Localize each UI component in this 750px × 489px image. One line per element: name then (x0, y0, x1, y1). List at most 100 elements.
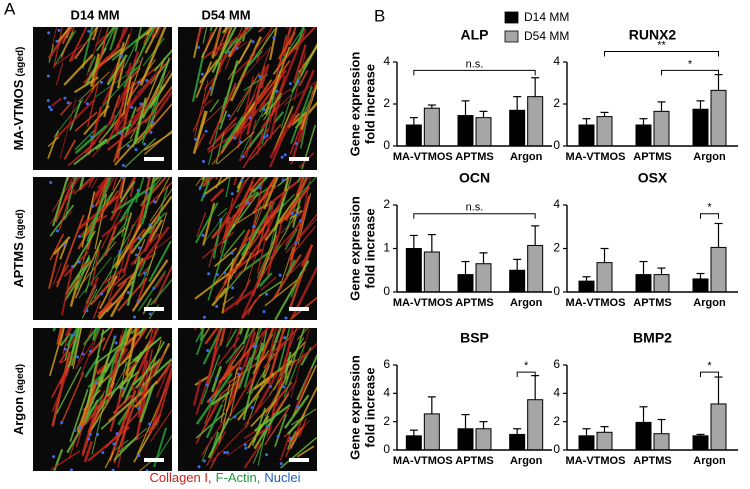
fiber (143, 211, 162, 253)
row-qualifier: (aged) (15, 47, 26, 77)
fiber (119, 27, 125, 42)
nucleus (137, 246, 141, 250)
panel-label: A (4, 0, 16, 18)
nucleus (252, 225, 256, 229)
fiber (139, 27, 167, 86)
fiber (60, 27, 75, 59)
fiber (290, 86, 313, 144)
fiber (261, 341, 286, 361)
fiber (225, 328, 238, 348)
fiber (218, 367, 238, 444)
nucleus (47, 31, 51, 35)
nucleus (290, 212, 294, 216)
fiber (256, 59, 291, 105)
fiber (127, 328, 139, 336)
fiber (79, 380, 99, 431)
fiber (91, 177, 99, 189)
fiber (124, 138, 156, 168)
nucleus (230, 251, 234, 255)
fiber (222, 342, 256, 381)
fiber (142, 358, 172, 387)
column-header: D14 MM (70, 7, 119, 22)
fiber (233, 177, 238, 186)
y-axis-label: Gene expression (347, 355, 362, 460)
nucleus (118, 249, 122, 253)
nucleus (136, 299, 140, 303)
nucleus (88, 432, 92, 436)
fiber (266, 328, 286, 385)
fiber (154, 434, 172, 462)
fiber (252, 84, 261, 113)
nucleus (283, 336, 287, 340)
fiber (277, 177, 289, 187)
fiber (64, 328, 70, 336)
nucleus (87, 437, 91, 441)
fiber (156, 186, 169, 224)
fiber (90, 249, 101, 286)
fiber (221, 116, 245, 149)
significance-bracket (604, 51, 719, 57)
fiber (116, 138, 134, 153)
x-tick-label: APTMS (633, 297, 672, 309)
nucleus (69, 468, 73, 471)
nucleus (130, 105, 134, 109)
significance-label: * (707, 360, 712, 372)
row-label: APTMS (aged) (11, 209, 26, 288)
nucleus (268, 385, 272, 389)
fiber (126, 341, 156, 368)
fiber (280, 70, 301, 129)
fiber (284, 394, 310, 429)
fiber (295, 177, 305, 197)
fiber (81, 288, 98, 319)
x-tick-label: MA-VTMOS (393, 297, 453, 309)
nucleus (78, 426, 82, 430)
fiber (206, 328, 222, 387)
fiber (198, 177, 206, 191)
fiber (258, 272, 273, 288)
nucleus (112, 442, 116, 446)
fiber (89, 274, 118, 306)
fiber (264, 407, 290, 446)
nucleus (145, 469, 149, 471)
fiber (137, 349, 154, 418)
bar (423, 413, 440, 451)
nucleus (146, 177, 150, 179)
fiber (256, 200, 272, 256)
fiber (245, 119, 257, 158)
fiber (148, 413, 162, 433)
fiber (74, 341, 94, 370)
nucleus (215, 273, 219, 277)
fiber (127, 59, 156, 101)
fiber (58, 177, 77, 231)
nucleus (282, 385, 286, 389)
fiber (207, 232, 230, 301)
fiber (201, 231, 235, 259)
fiber (200, 354, 221, 405)
fiber (242, 328, 250, 345)
x-tick-label: MA-VTMOS (566, 455, 626, 467)
bar (578, 124, 595, 147)
fiber (69, 100, 82, 131)
y-tick-label: 2 (383, 197, 390, 211)
fiber (144, 27, 161, 54)
fiber (223, 378, 253, 426)
nucleus (71, 333, 75, 337)
nucleus (239, 367, 243, 371)
bar (457, 115, 474, 147)
nucleus (114, 341, 118, 345)
bar (596, 262, 613, 293)
fiber (67, 274, 83, 292)
significance-label: * (524, 360, 529, 372)
fiber (149, 84, 163, 127)
fiber (84, 387, 114, 426)
fiber (51, 366, 71, 412)
fiber (217, 336, 241, 367)
fiber (278, 185, 311, 225)
nucleus (148, 223, 152, 227)
fiber (64, 177, 76, 220)
nucleus (275, 89, 279, 93)
fiber (210, 188, 225, 203)
fiber (92, 328, 100, 342)
fiber (119, 177, 126, 199)
fiber (101, 214, 129, 238)
